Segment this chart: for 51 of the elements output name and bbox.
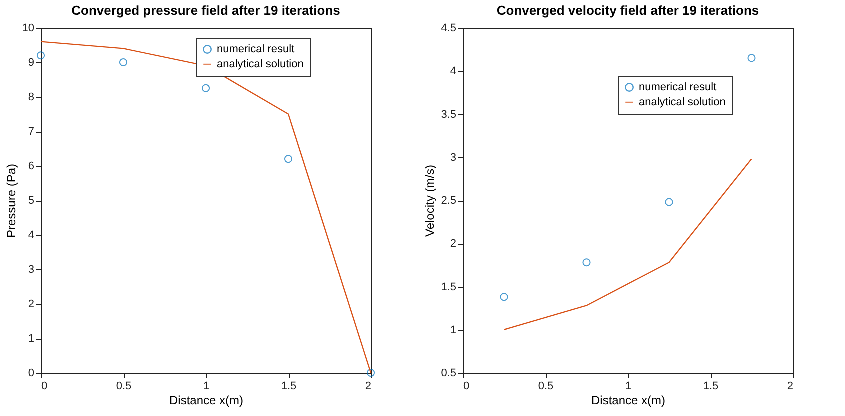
point [36, 52, 46, 60]
point [500, 293, 508, 302]
x-tick-label: 1 [203, 380, 210, 392]
y-tick-label: 9 [28, 57, 34, 69]
y-axis-title: Pressure (Pa) [4, 164, 18, 238]
x-tick-label: 1 [625, 380, 632, 392]
y-tick-label: 5 [28, 195, 34, 207]
y-tick-label: 2 [450, 238, 456, 250]
point [119, 58, 128, 67]
chart-title: Converged velocity field after 19 iterations [496, 3, 760, 18]
point [366, 368, 376, 378]
y-tick-label: 2.5 [441, 195, 456, 207]
y-tick-label: 6 [28, 160, 34, 172]
point [284, 155, 293, 164]
x-tick-label: 0 [42, 380, 48, 392]
y-tick-label: 1 [450, 324, 456, 336]
chart-title: Converged pressure field after 19 iterations [72, 3, 340, 18]
y-tick-label: 8 [28, 92, 34, 104]
y-tick-label: 4.5 [441, 22, 456, 34]
x-tick-label: 2 [787, 380, 794, 392]
y-tick-label: 3 [28, 264, 34, 276]
x-tick-label: 0 [464, 380, 470, 392]
y-tick-label: 10 [22, 22, 34, 34]
x-tick-label: 0.5 [116, 380, 132, 392]
y-axis-title: Velocity (m/s) [423, 164, 438, 238]
x-tick-label: 1.5 [703, 380, 719, 392]
y-tick-label: 1.5 [441, 281, 456, 294]
point [665, 198, 674, 206]
legend-label: numerical result [639, 82, 717, 94]
x-tick-label: 0.5 [538, 380, 554, 392]
y-tick-label: 2 [28, 298, 34, 310]
y-tick-label: 7 [28, 126, 34, 138]
y-tick-label: 0 [28, 368, 34, 380]
point [748, 54, 756, 62]
x-tick-label: 1.5 [281, 380, 297, 392]
y-tick-label: 4 [28, 230, 34, 242]
x-axis-title: Distance x(m) [591, 394, 666, 408]
legend-label: analytical solution [217, 58, 304, 70]
y-tick-label: 3 [450, 152, 456, 164]
y-tick-label: 3.5 [441, 108, 456, 121]
x-axis-title: Distance x(m) [169, 394, 244, 408]
y-tick-label: 0.5 [441, 368, 456, 380]
legend-label: analytical solution [639, 96, 726, 108]
line-series [504, 158, 752, 330]
line-series [40, 41, 372, 374]
point [202, 84, 210, 92]
point [582, 258, 591, 267]
y-tick-label: 4 [450, 66, 456, 78]
x-tick-label: 2 [365, 380, 372, 392]
legend-label: numerical result [217, 44, 295, 56]
y-tick-label: 1 [28, 333, 34, 345]
